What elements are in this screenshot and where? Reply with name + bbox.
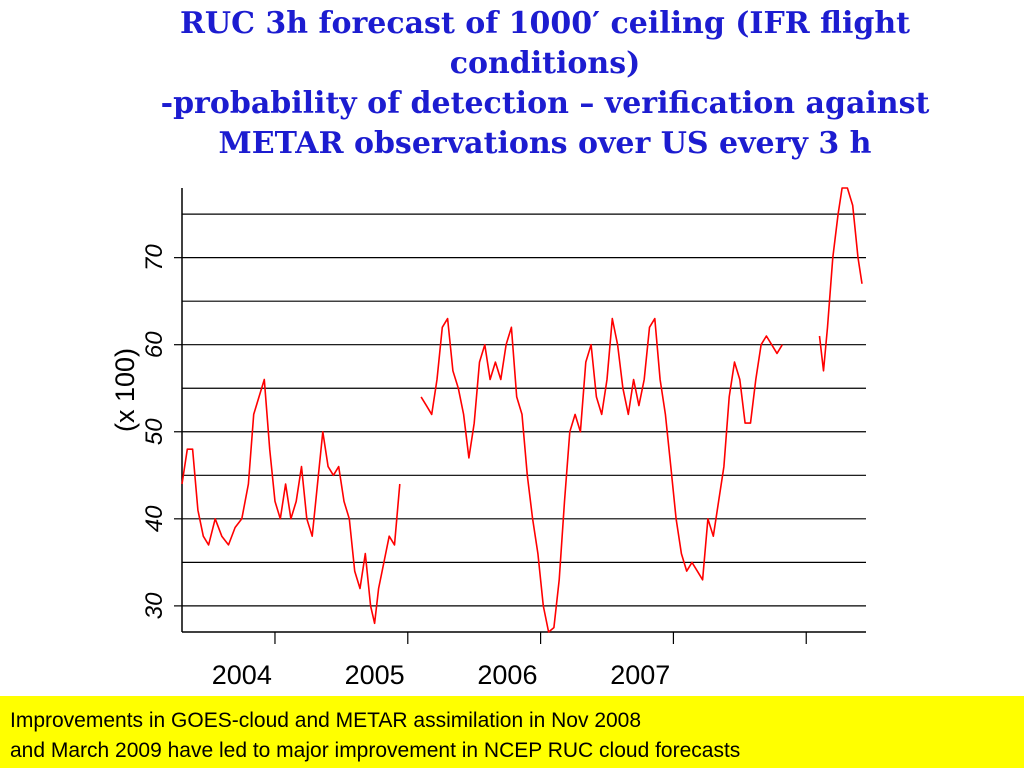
note-line-1: Improvements in GOES-cloud and METAR ass…	[10, 709, 642, 732]
series-line-segment-3	[818, 187, 863, 372]
y-tick-label-40: 40	[141, 505, 168, 532]
x-tick-label-2006: 2006	[477, 660, 538, 690]
x-tick-label-2005: 2005	[344, 660, 405, 690]
y-axis-label: (x 100)	[110, 348, 140, 432]
line-chart: 30 40 50 60 70 (x 100)	[110, 187, 866, 644]
y-tick-label-30: 30	[141, 592, 168, 619]
note-line-2: and March 2009 have led to major improve…	[10, 739, 741, 762]
x-tick-label-2004: 2004	[211, 660, 272, 690]
note-banner: Improvements in GOES-cloud and METAR ass…	[0, 696, 1024, 768]
x-tick-label-2007: 2007	[610, 660, 671, 690]
title-line-2: conditions)	[449, 46, 641, 81]
title-line-3: -probability of detection – verification…	[160, 86, 930, 121]
title-line-4: METAR observations over US every 3 h	[218, 126, 872, 161]
series-line-segment-2	[420, 317, 783, 633]
y-tick-label-60: 60	[141, 331, 168, 358]
y-tick-label-50: 50	[141, 418, 168, 445]
y-tick-label-70: 70	[141, 244, 168, 271]
series-line-segment-1	[181, 378, 401, 625]
chart-title: RUC 3h forecast of 1000′ ceiling (IFR fl…	[110, 4, 980, 164]
title-line-1: RUC 3h forecast of 1000′ ceiling (IFR fl…	[180, 6, 910, 41]
